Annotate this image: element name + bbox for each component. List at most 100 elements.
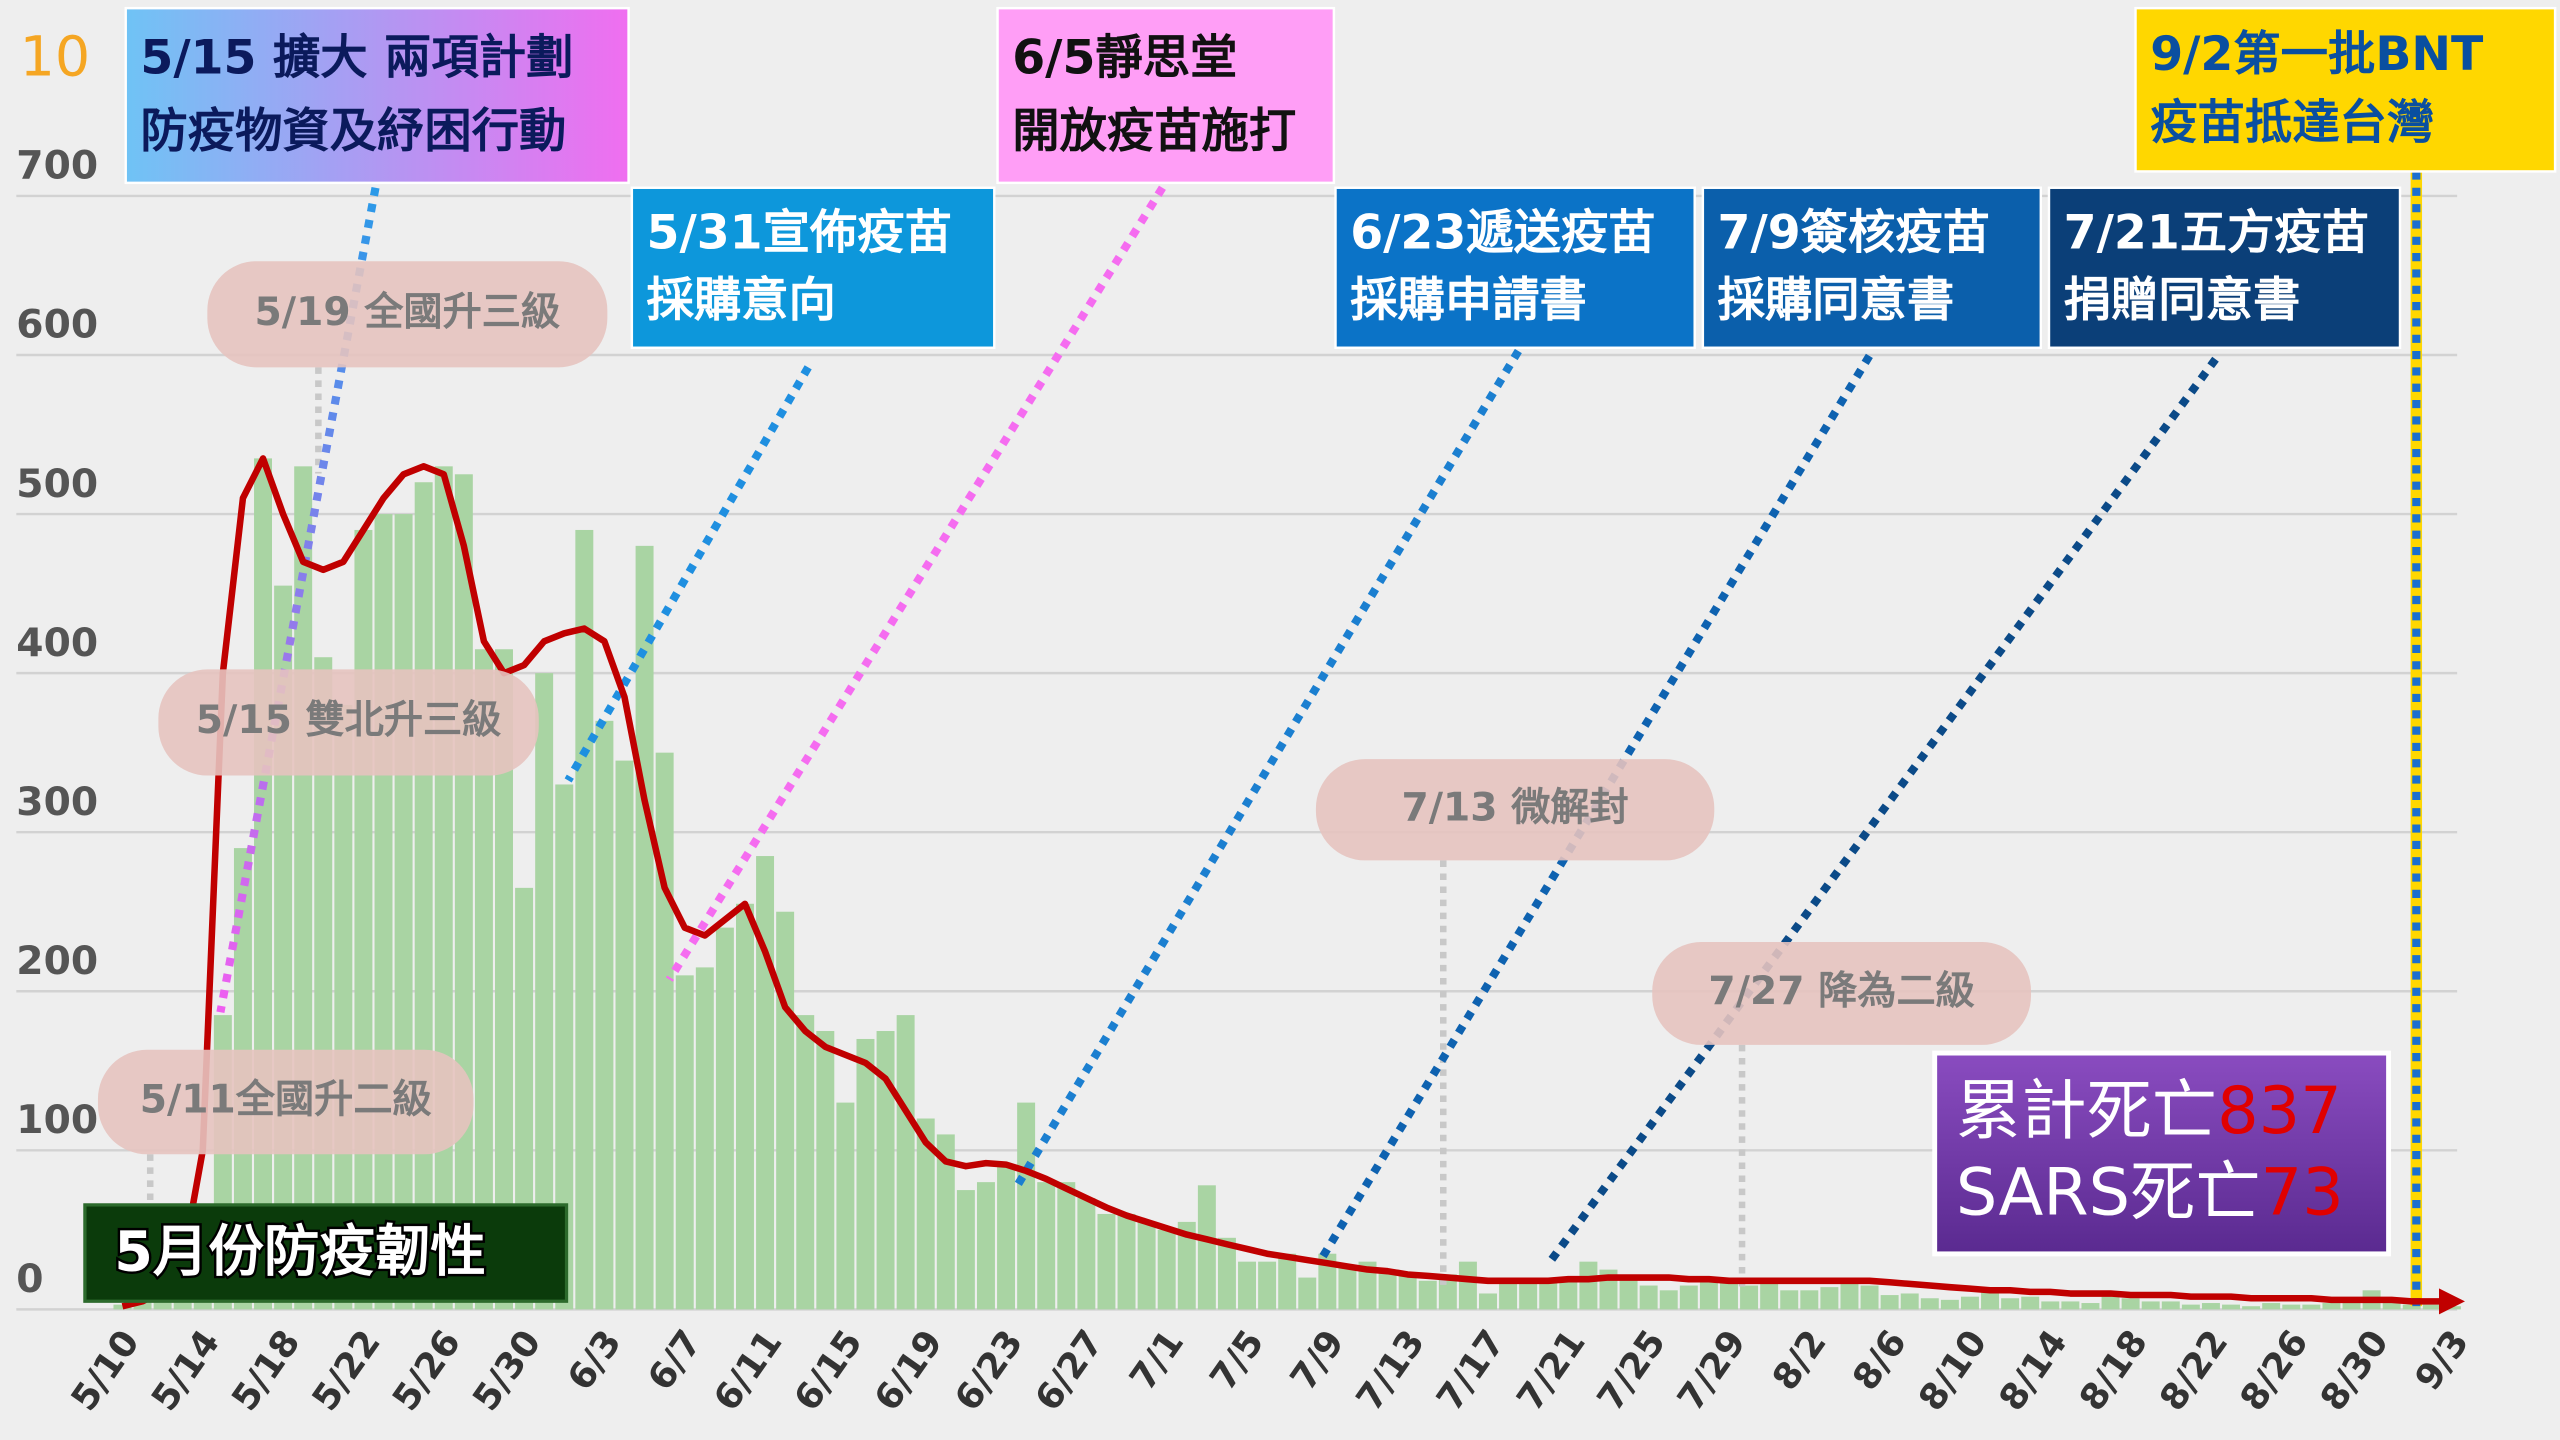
y-tick-label: 200 [16,939,98,984]
bar [454,474,473,1310]
y-tick-label: 500 [16,462,98,507]
bar [1639,1285,1658,1310]
milestone-label: 7/27 降為二級 [1708,969,1974,1014]
bar [936,1134,955,1310]
bar [1097,1213,1116,1310]
event-label: 捐贈同意書 [2064,273,2301,328]
bar [1981,1290,2000,1310]
bar [1880,1295,1899,1310]
bar [1960,1296,1979,1310]
bar [1418,1280,1437,1310]
bar [1378,1269,1397,1310]
y-tick-label: 400 [16,621,98,666]
bar [555,784,574,1310]
bar [2041,1301,2060,1310]
deaths-box [1932,1050,2392,1257]
bar [394,514,413,1310]
bar [354,529,373,1310]
bar [1539,1277,1558,1310]
bar [2001,1298,2020,1310]
bar [1519,1280,1538,1310]
bar [474,649,493,1310]
bar [1117,1213,1136,1310]
bar [1217,1237,1236,1310]
bar [495,649,513,1310]
milestone-label: 7/13 微解封 [1401,785,1628,830]
event-connector [564,365,812,783]
event-label: 開放疫苗施打 [1012,104,1296,159]
bar [736,903,754,1310]
bar [1940,1299,1959,1310]
bar [1057,1182,1076,1310]
event-label: 採購申請書 [1350,273,1587,328]
deaths-value: 837 [2217,1073,2342,1149]
bar [856,1038,875,1310]
bar [876,1031,895,1310]
milestone-pill [97,1049,474,1155]
bar [2422,1304,2441,1310]
banner-box [83,1203,569,1303]
bar [776,911,795,1310]
event-label: 防疫物資及紓困行動 [140,104,566,159]
bar [1659,1290,1678,1310]
bar [1077,1198,1096,1310]
bar [595,720,614,1310]
y-tick-label: 0 [16,1257,43,1302]
event-label: 7/21五方疫苗 [2064,206,2369,261]
deaths-value: 73 [2261,1155,2344,1231]
event-box [1334,186,1696,349]
event-label: 採購意向 [647,273,836,328]
bar [2282,1304,2301,1310]
y-tick-label: 700 [16,144,98,189]
y-tick-label: 300 [16,780,98,825]
bar [896,1015,915,1310]
bar [1458,1261,1477,1310]
bar [675,975,694,1310]
bar [2342,1301,2361,1310]
bar [2222,1304,2240,1310]
bar [635,545,654,1310]
bar [2302,1304,2321,1310]
bar [816,1031,835,1310]
bar [1278,1253,1297,1310]
milestone-label: 5/15 雙北升三級 [196,698,502,743]
bar [1559,1280,1578,1310]
bar [1037,1182,1056,1310]
y-tick-label: 100 [16,1098,98,1143]
deaths-label: 累計死亡 [1956,1073,2217,1149]
banner-label: 5月份防疫韌性 [114,1220,486,1285]
bar [2382,1301,2401,1310]
bar [374,514,393,1310]
milestone-pill [1315,759,1715,861]
bar [1197,1185,1216,1310]
bar [2181,1304,2200,1310]
bar [1679,1285,1698,1310]
event-box [2047,186,2402,349]
event-label: 6/5靜思堂 [1012,31,1237,86]
bar [2242,1306,2261,1310]
bar [1017,1102,1036,1310]
event-label: 9/2第一批BNT [2150,27,2484,82]
event-box [996,6,1336,185]
bar [1479,1293,1497,1310]
bar [1238,1261,1256,1310]
bar [1298,1277,1317,1310]
bar [615,760,634,1310]
event-label: 疫苗抵達台灣 [2150,96,2434,151]
event-label: 6/23遞送疫苗 [1350,206,1655,261]
event-box [1701,186,2043,349]
bar [1398,1272,1417,1310]
bar [434,466,453,1310]
deaths-line: SARS死亡73 [1956,1155,2344,1231]
bar [414,482,433,1310]
bar [1177,1221,1196,1310]
bar [1318,1253,1337,1310]
bar [836,1102,855,1310]
milestone-label: 5/19 全國升三級 [255,290,561,335]
bar [916,1118,935,1310]
bar [334,704,353,1310]
milestone-pill [1652,942,2032,1045]
bar [2121,1298,2140,1310]
event-label: 採購同意書 [1718,273,1955,328]
bar [254,458,272,1310]
